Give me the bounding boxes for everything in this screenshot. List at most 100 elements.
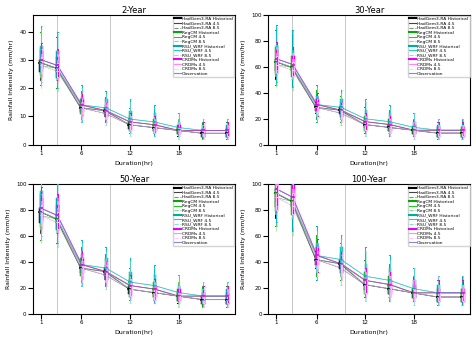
Bar	[178, 285, 179, 300]
Bar	[339, 264, 341, 272]
Bar	[317, 99, 318, 110]
Title: 50-Year: 50-Year	[119, 175, 149, 184]
X-axis label: Duration(hr): Duration(hr)	[350, 161, 389, 166]
Bar	[56, 65, 57, 71]
Bar	[437, 284, 439, 301]
Bar	[153, 289, 154, 296]
Bar	[80, 265, 82, 271]
Bar	[130, 119, 131, 128]
Bar	[154, 122, 156, 130]
Bar	[81, 261, 83, 275]
Bar	[340, 247, 342, 272]
Bar	[106, 268, 107, 282]
Bar	[178, 289, 179, 303]
Bar	[462, 124, 463, 136]
Bar	[462, 284, 464, 301]
Bar	[462, 130, 464, 136]
Bar	[203, 293, 204, 303]
Bar	[178, 125, 180, 133]
Bar	[275, 193, 277, 210]
Bar	[292, 189, 294, 214]
Bar	[437, 124, 439, 136]
Bar	[153, 289, 154, 296]
Bar	[105, 105, 106, 116]
Bar	[202, 130, 203, 136]
Bar	[364, 272, 366, 293]
Bar	[412, 289, 414, 297]
Bar	[340, 105, 342, 119]
X-axis label: Duration(hr): Duration(hr)	[115, 161, 153, 166]
Bar	[388, 124, 389, 130]
Bar	[56, 57, 58, 77]
Bar	[57, 63, 59, 77]
Bar	[389, 280, 391, 293]
Bar	[201, 296, 203, 303]
Bar	[291, 185, 293, 214]
Bar	[389, 268, 390, 293]
Bar	[461, 128, 463, 136]
Bar	[292, 50, 293, 76]
Bar	[227, 293, 228, 303]
Bar	[105, 261, 107, 282]
Bar	[129, 285, 130, 293]
Bar	[40, 48, 42, 74]
Bar	[364, 122, 365, 128]
Bar	[41, 205, 42, 226]
Bar	[154, 122, 156, 130]
Bar	[40, 198, 41, 229]
Bar	[202, 289, 204, 303]
Bar	[201, 130, 203, 136]
Bar	[340, 99, 342, 116]
Bar	[437, 289, 439, 301]
Bar	[154, 279, 155, 300]
Bar	[316, 99, 317, 113]
Bar	[340, 247, 342, 272]
Bar	[414, 128, 415, 133]
Bar	[226, 130, 227, 136]
Bar	[317, 105, 318, 113]
Bar	[389, 122, 391, 130]
Bar	[56, 208, 58, 233]
Bar	[105, 105, 106, 119]
Bar	[340, 102, 342, 119]
Bar	[462, 293, 464, 301]
Bar	[227, 289, 228, 303]
Bar	[227, 125, 228, 136]
Bar	[340, 255, 341, 272]
Bar	[461, 130, 462, 136]
Bar	[56, 65, 57, 74]
Bar	[202, 125, 204, 136]
Bar	[437, 128, 438, 136]
Bar	[364, 280, 365, 289]
Bar	[104, 108, 106, 114]
Bar	[276, 177, 278, 202]
Bar	[57, 198, 58, 229]
Bar	[388, 284, 390, 293]
Bar	[413, 284, 415, 301]
Bar	[56, 60, 58, 79]
Bar	[389, 116, 391, 133]
Bar	[56, 216, 57, 226]
Bar	[226, 128, 228, 136]
Bar	[462, 128, 464, 136]
Bar	[315, 105, 317, 110]
Bar	[316, 96, 317, 113]
Bar	[178, 285, 179, 300]
Bar	[226, 293, 228, 303]
Bar	[276, 50, 277, 76]
Bar	[130, 282, 131, 296]
Bar	[389, 284, 391, 297]
Bar	[129, 116, 130, 130]
Bar	[413, 124, 414, 133]
Y-axis label: Rainfall Intensity (mm/hr): Rainfall Intensity (mm/hr)	[241, 39, 246, 120]
Bar	[104, 271, 106, 279]
Bar	[340, 255, 341, 272]
Bar	[461, 293, 462, 301]
Bar	[80, 102, 82, 114]
Bar	[227, 289, 228, 303]
Bar	[178, 125, 179, 133]
Bar	[81, 254, 82, 275]
Bar	[106, 271, 107, 282]
Bar	[57, 202, 58, 233]
Bar	[40, 60, 41, 71]
